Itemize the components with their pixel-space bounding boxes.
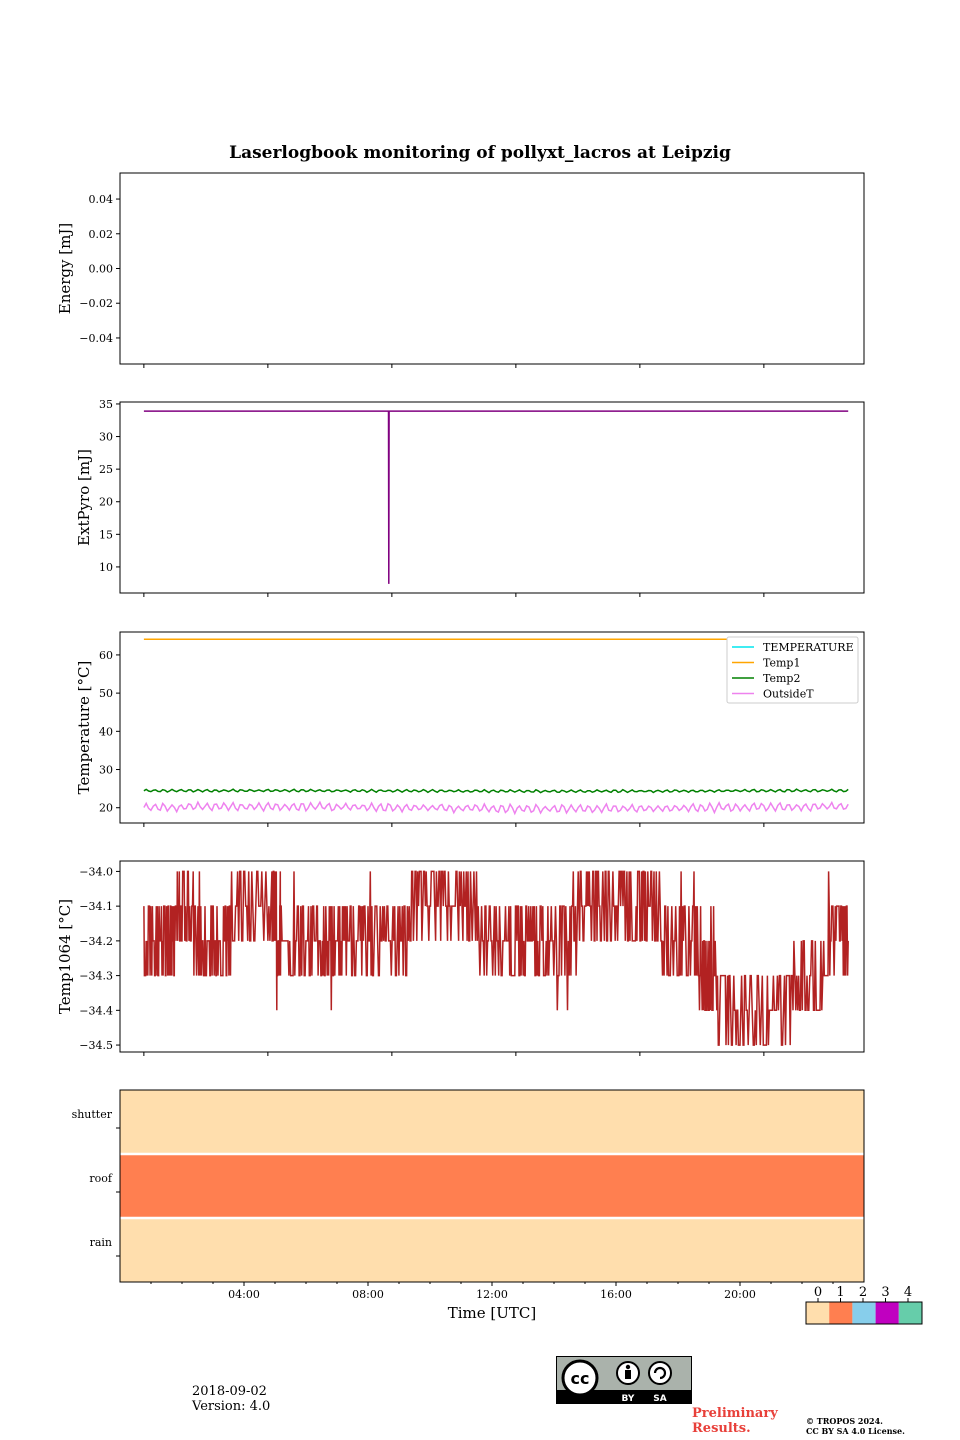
panel-5: shutter roof rain 04:00 08:00 12:00 16:00 20:00… [72,1089,923,1325]
y-tick-label: 35 [99,398,113,411]
panel-3: 60 50 40 30 20 Temperature [°C] TEMPERATURE Tem… [75,631,865,827]
y-tick-label: −34.1 [79,900,113,913]
colorbar-label: 2 [859,1285,867,1300]
colorbar-swatch-2 [852,1302,876,1324]
row-label-rain: rain [90,1236,112,1249]
panel-4: −34.0 −34.1 −34.2 −34.3 −34.4 −34.5 Temp1064 [… [56,860,865,1056]
legend-label-outsidet: OutsideT [763,688,814,701]
x-tick-label: 20:00 [724,1288,756,1301]
y-tick-label: 0.02 [89,228,114,241]
footer-date: 2018-09-02 [192,1384,267,1399]
copyright-note: © TROPOS 2024. CC BY SA 4.0 License. [806,1416,905,1436]
panel-1: 0.04 0.02 0.00 −0.02 −0.04 Energy [mJ] [56,172,865,368]
y-tick-label: 0.00 [89,263,114,276]
y-tick-label: −34.5 [79,1039,113,1052]
colorbar-swatch-4 [898,1302,922,1324]
y-tick-label: 30 [99,431,113,444]
x-tick-label: 08:00 [352,1288,384,1301]
y-tick-label: 25 [99,463,113,476]
colorbar-swatch-3 [875,1302,899,1324]
y-axis-label: Temp1064 [°C] [56,899,74,1014]
legend-label-temperature: TEMPERATURE [763,641,854,654]
row-label-roof: roof [89,1172,113,1185]
y-tick-label: 20 [99,802,113,815]
colorbar-swatch-1 [829,1302,853,1324]
y-tick-label: 60 [99,649,113,662]
axes-frame [119,401,865,594]
y-tick-label: 20 [99,496,113,509]
by-label: BY [622,1394,635,1404]
colorbar-label: 4 [904,1285,912,1300]
y-axis-label: Energy [mJ] [56,223,74,314]
figure-title: Laserlogbook monitoring of pollyxt_lacro… [229,143,731,163]
series-line-2-0 [143,410,849,584]
y-axis-label: ExtPyro [mJ] [75,449,93,546]
colorbar-frame [805,1301,923,1325]
footer-date-block: 2018-09-02 Version: 4.0 [192,1384,270,1414]
series-line-outsidet [143,800,849,816]
y-tick-label: −34.4 [79,1004,113,1017]
y-tick-label: 15 [99,528,113,541]
y-tick-label: −0.04 [79,332,113,345]
axes-frame [119,860,865,1053]
axes-frame [119,631,865,824]
panel-2: 35 30 25 20 15 10 ExtPyro [mJ] [75,398,865,597]
y-tick-label: −0.02 [79,297,113,310]
cc-by-sa-license-icon: cc BY SA [556,1356,692,1404]
y-tick-label: 0.04 [89,193,114,206]
sa-share-icon [648,1361,672,1385]
y-tick-label: −34.2 [79,935,113,948]
y-tick-label: 30 [99,764,113,777]
series-line-temp2 [143,788,849,794]
legend-label-temp2: Temp2 [763,672,800,685]
preliminary-note: Preliminary Results. [692,1406,778,1436]
axes-frame [119,172,865,365]
heatmap-row-rain [120,1218,864,1282]
y-axis-label: Temperature [°C] [75,661,93,795]
sa-label: SA [653,1394,666,1404]
colorbar-label: 1 [836,1285,844,1300]
colorbar-label: 3 [881,1285,889,1300]
cc-circle-icon [561,1359,599,1397]
y-tick-label: 10 [99,561,113,574]
footer-version: Version: 4.0 [192,1399,271,1414]
y-tick-label: −34.0 [79,865,113,878]
cc-text: cc [571,1369,590,1388]
heatmap-row-roof [120,1154,864,1218]
x-axis-label: Time [UTC] [448,1304,537,1322]
y-tick-label: −34.3 [79,970,113,983]
y-tick-label: 50 [99,687,113,700]
legend-label-temp1: Temp1 [763,657,800,670]
x-tick-label: 12:00 [476,1288,508,1301]
x-tick-label: 16:00 [600,1288,632,1301]
series-line-4-0 [143,870,849,1046]
y-tick-label: 40 [99,725,113,738]
row-label-shutter: shutter [72,1108,113,1121]
colorbar-swatch-0 [806,1302,830,1324]
copyright-line2: CC BY SA 4.0 License. [806,1426,905,1436]
legend-box [726,636,859,704]
heatmap-row-shutter [120,1090,864,1154]
colorbar-label: 0 [814,1285,822,1300]
copyright-line1: © TROPOS 2024. [806,1416,883,1426]
x-tick-label: 04:00 [228,1288,260,1301]
preliminary-line2: Results. [692,1421,751,1436]
preliminary-line1: Preliminary [692,1406,778,1421]
